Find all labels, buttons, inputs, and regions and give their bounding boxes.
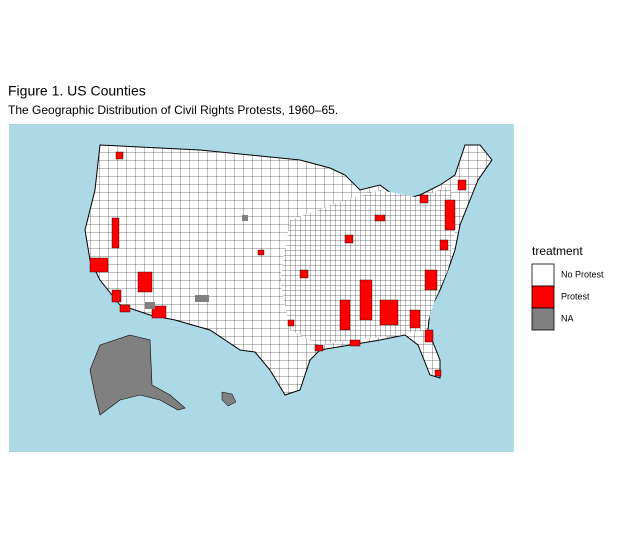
legend-label: No Protest <box>561 269 604 279</box>
map <box>84 144 493 416</box>
eastern-counties <box>280 185 455 345</box>
legend-key <box>531 263 555 287</box>
legend-key <box>531 307 555 331</box>
legend-label: Protest <box>561 291 590 301</box>
legend: treatment No Protest Protest NA <box>531 244 604 331</box>
na-counties <box>145 215 248 309</box>
alaska <box>89 334 186 416</box>
hawaii <box>221 391 237 407</box>
protest-counties <box>89 151 467 377</box>
legend-label: NA <box>561 313 574 323</box>
title: Figure 1. US Counties <box>8 83 146 99</box>
legend-key <box>531 285 555 309</box>
subtitle: The Geographic Distribution of Civil Rig… <box>8 103 338 117</box>
legend-title: treatment <box>532 244 583 258</box>
